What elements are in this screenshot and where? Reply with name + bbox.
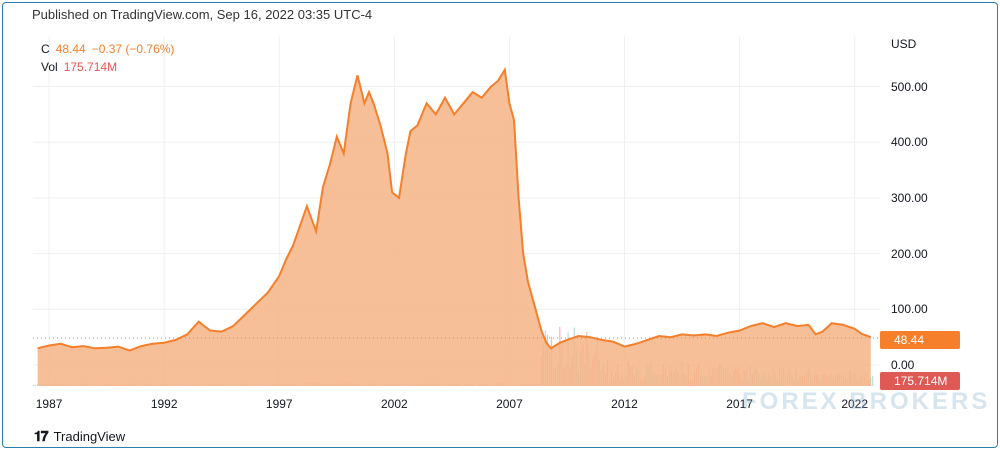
last-price-badge: 48.44 — [880, 331, 960, 349]
tradingview-logo-icon: 𝟏𝟕 — [34, 428, 48, 445]
y-tick-label: 0.00 — [891, 358, 914, 372]
volume-bar — [33, 385, 34, 386]
price-area — [38, 70, 871, 386]
brand-label: TradingView — [54, 429, 126, 444]
volume-value: 175.714M — [64, 58, 117, 76]
x-tick-label: 1992 — [151, 397, 178, 411]
y-tick-label: 400.00 — [891, 135, 928, 149]
x-tick-label: 1987 — [36, 397, 63, 411]
y-tick-label: 100.00 — [891, 302, 928, 316]
volume-label: Vol — [41, 58, 58, 76]
watermark: FOREX BROKERS — [742, 388, 990, 416]
x-tick-label: 2007 — [496, 397, 523, 411]
close-value: 48.44 — [56, 40, 86, 58]
y-tick-label: 200.00 — [891, 247, 928, 261]
close-label: C — [41, 40, 50, 58]
y-tick-label: 300.00 — [891, 191, 928, 205]
change-value: −0.37 (−0.76%) — [92, 40, 175, 58]
x-tick-label: 2002 — [381, 397, 408, 411]
legend: C 48.44 −0.37 (−0.76%) Vol 175.714M — [41, 40, 174, 76]
y-tick-label: 500.00 — [891, 80, 928, 94]
x-tick-label: 2012 — [611, 397, 638, 411]
currency-label: USD — [891, 37, 916, 51]
tradingview-brand[interactable]: 𝟏𝟕 TradingView — [34, 428, 125, 445]
x-tick-label: 1997 — [266, 397, 293, 411]
volume-bar — [872, 376, 873, 386]
volume-bar — [35, 385, 36, 386]
